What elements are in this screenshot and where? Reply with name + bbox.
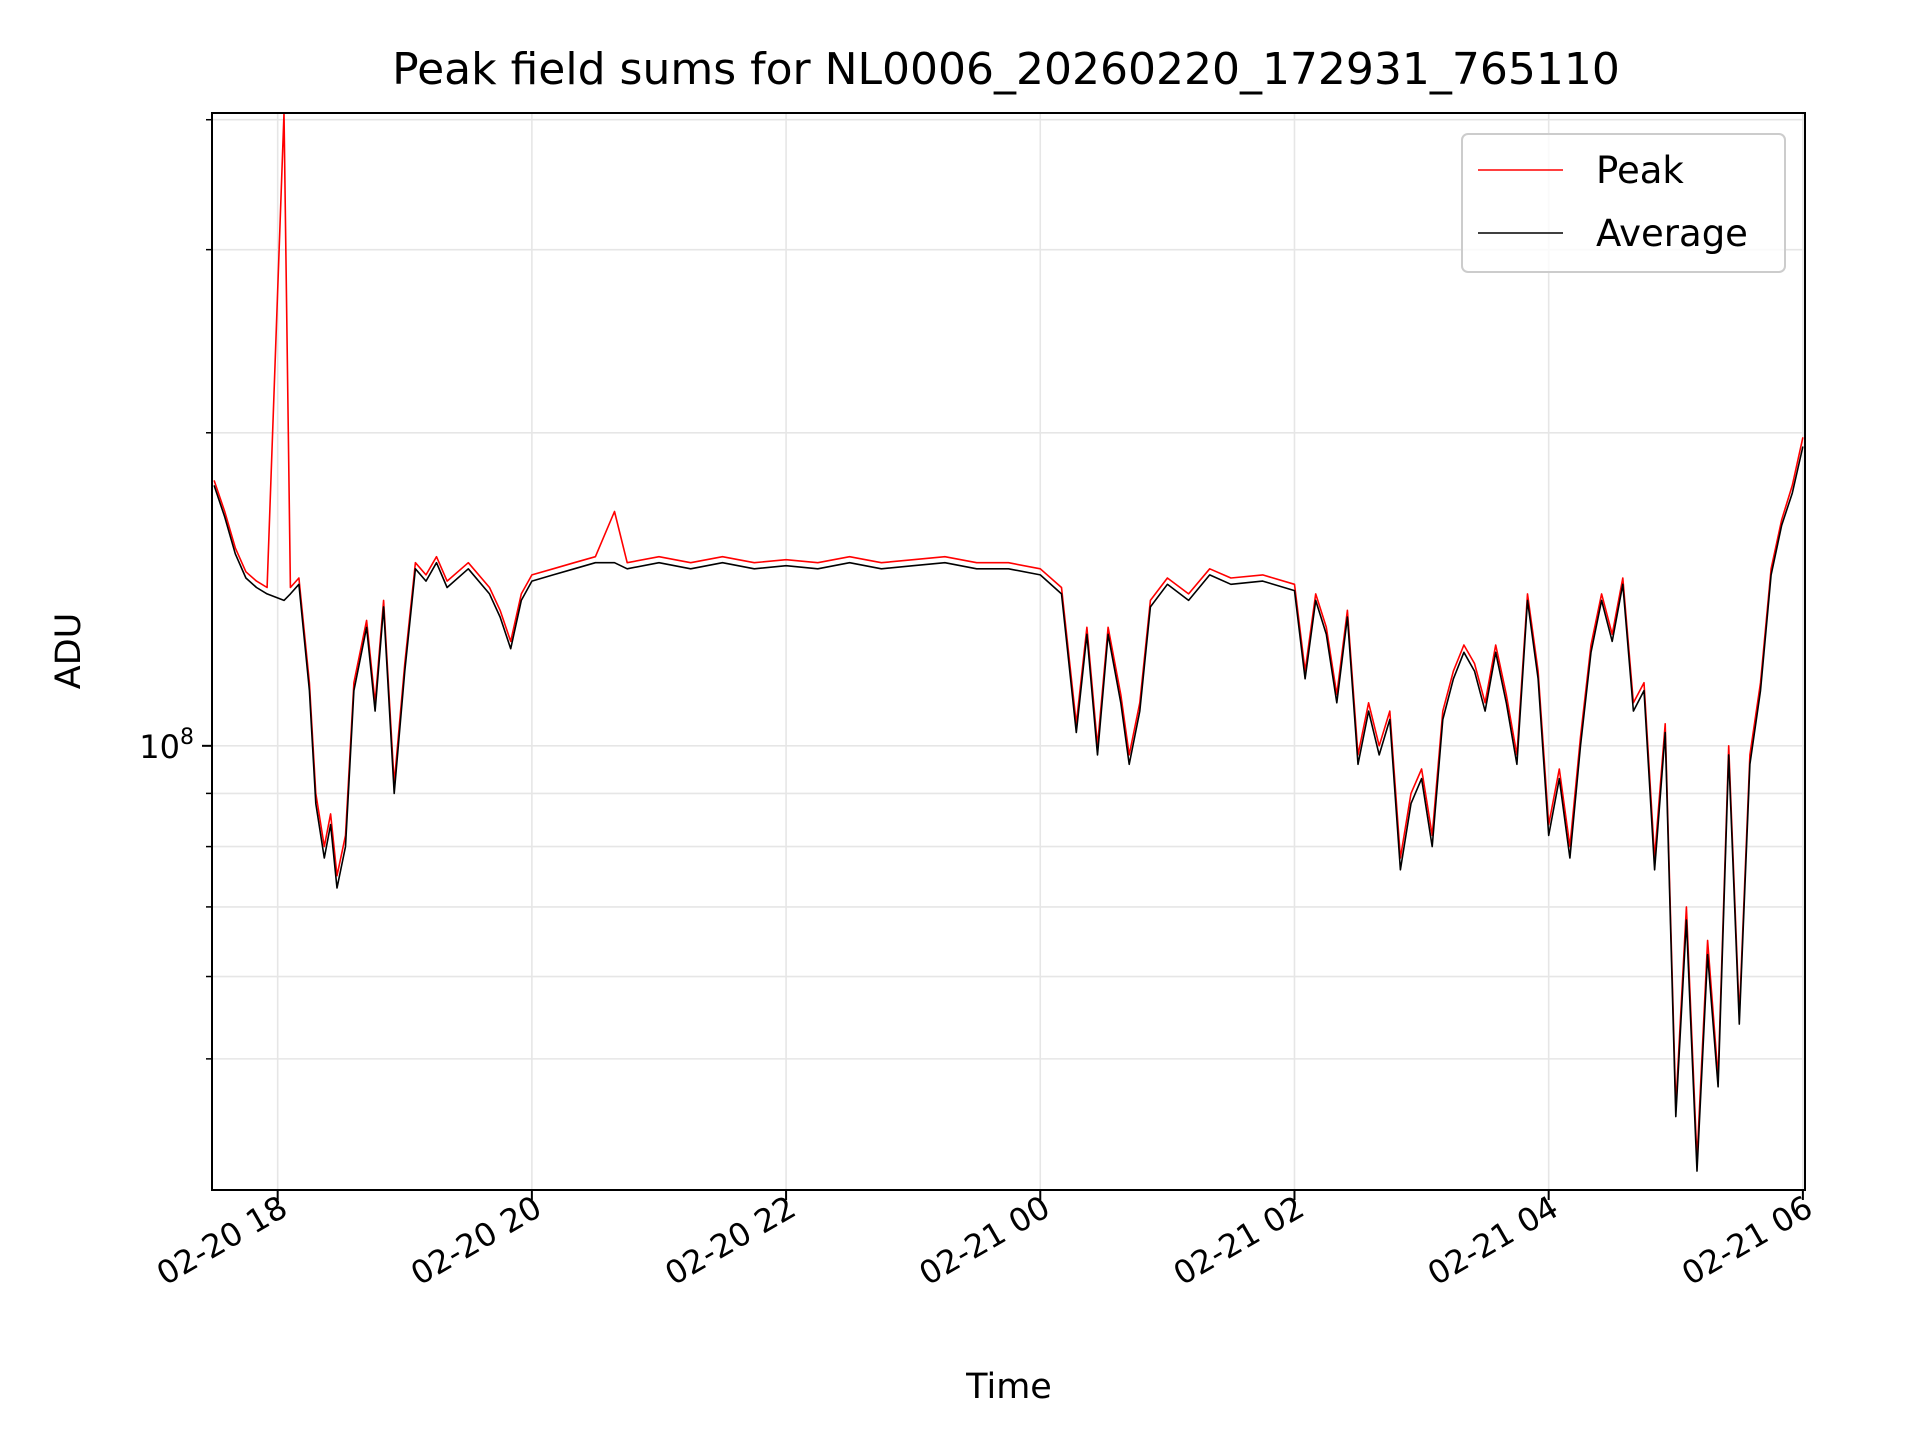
- legend: Peak Average: [1461, 133, 1786, 273]
- x-axis-label: Time: [965, 1367, 1052, 1407]
- legend-label-average: Average: [1596, 212, 1748, 255]
- legend-box: [1461, 133, 1786, 273]
- y-tick-label-exponent: 8: [180, 725, 194, 750]
- plot-frame: [211, 112, 1806, 1191]
- axis-ticks: [202, 118, 1804, 1200]
- y-tick-label: 108: [139, 725, 194, 766]
- series-layer: [213, 113, 1804, 1172]
- grid-lines: [212, 113, 1805, 1190]
- series-line-average: [213, 446, 1804, 1172]
- chart-title: Peak field sums for NL0006_20260220_1729…: [392, 44, 1620, 95]
- legend-label-peak: Peak: [1596, 149, 1684, 192]
- y-axis-label: ADU: [49, 613, 89, 690]
